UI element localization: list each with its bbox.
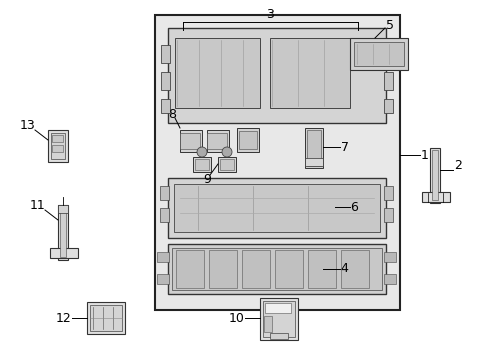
- Text: 8: 8: [168, 108, 176, 121]
- Text: 10: 10: [228, 311, 244, 324]
- Bar: [305, 128, 323, 168]
- Bar: [160, 208, 169, 222]
- Bar: [195, 159, 208, 170]
- Bar: [60, 207, 66, 257]
- Bar: [87, 302, 125, 334]
- Bar: [161, 72, 170, 90]
- Bar: [161, 45, 170, 63]
- Text: 1: 1: [420, 149, 428, 162]
- Bar: [180, 133, 200, 149]
- Text: 11: 11: [30, 198, 46, 212]
- Bar: [306, 130, 320, 166]
- Bar: [168, 28, 385, 123]
- Bar: [180, 130, 202, 152]
- Text: 6: 6: [349, 201, 357, 213]
- Bar: [383, 72, 392, 90]
- Bar: [48, 130, 68, 162]
- Bar: [264, 316, 271, 332]
- Bar: [174, 184, 379, 232]
- Bar: [340, 250, 368, 288]
- Bar: [349, 38, 407, 70]
- Bar: [383, 252, 395, 262]
- Bar: [383, 186, 392, 200]
- Bar: [260, 298, 297, 340]
- Circle shape: [222, 147, 231, 157]
- Bar: [218, 157, 236, 172]
- Bar: [242, 250, 269, 288]
- Bar: [175, 38, 260, 108]
- Bar: [51, 133, 65, 159]
- Bar: [160, 186, 169, 200]
- Bar: [193, 157, 210, 172]
- Bar: [52, 145, 63, 152]
- Bar: [206, 133, 226, 149]
- Bar: [208, 250, 237, 288]
- Bar: [431, 150, 437, 200]
- Bar: [58, 205, 68, 213]
- Text: 3: 3: [265, 8, 273, 21]
- Bar: [168, 244, 385, 294]
- Bar: [220, 159, 234, 170]
- Bar: [274, 250, 303, 288]
- Bar: [264, 303, 290, 313]
- Bar: [157, 274, 169, 284]
- Bar: [269, 38, 349, 108]
- Bar: [172, 248, 381, 290]
- Bar: [305, 158, 323, 166]
- Text: 7: 7: [340, 140, 348, 153]
- Text: 13: 13: [20, 118, 36, 131]
- Bar: [155, 15, 399, 310]
- Bar: [168, 178, 385, 238]
- Bar: [176, 250, 203, 288]
- Bar: [269, 333, 287, 339]
- Bar: [52, 135, 63, 142]
- Bar: [307, 250, 335, 288]
- Text: 9: 9: [203, 172, 210, 185]
- Bar: [157, 252, 169, 262]
- Bar: [383, 99, 392, 113]
- Bar: [239, 131, 257, 149]
- Text: 12: 12: [56, 311, 72, 324]
- Bar: [383, 208, 392, 222]
- Bar: [58, 205, 68, 260]
- Bar: [237, 128, 259, 152]
- Text: 5: 5: [385, 18, 393, 32]
- Bar: [263, 301, 294, 337]
- Bar: [353, 42, 403, 66]
- Bar: [90, 305, 122, 331]
- Bar: [383, 274, 395, 284]
- Bar: [421, 192, 449, 202]
- Text: 4: 4: [339, 262, 347, 275]
- Bar: [161, 99, 170, 113]
- Bar: [206, 130, 228, 152]
- Circle shape: [197, 147, 206, 157]
- Bar: [383, 45, 392, 63]
- Bar: [429, 148, 439, 203]
- Text: 2: 2: [453, 158, 461, 171]
- Bar: [50, 248, 78, 258]
